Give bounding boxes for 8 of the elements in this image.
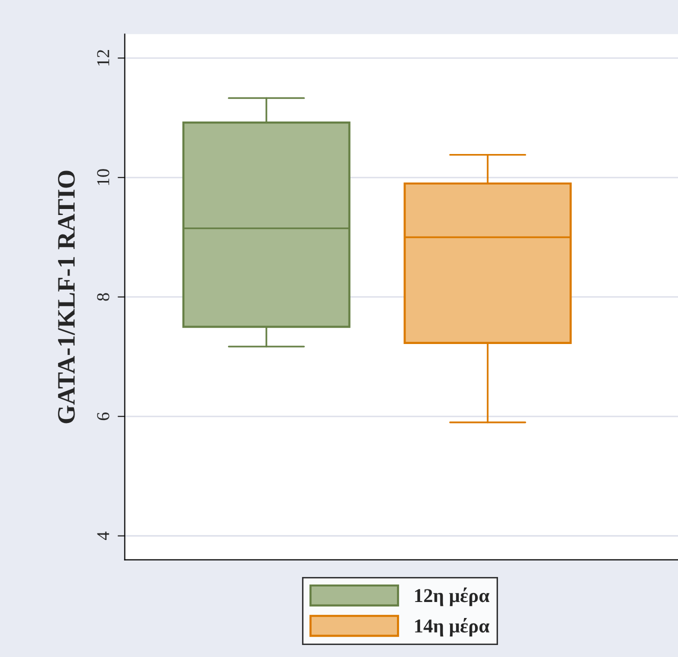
legend-label: 12η μέρα — [415, 588, 490, 606]
y-tick-label: 10 — [97, 169, 110, 185]
legend-label: 14η μέρα — [415, 618, 490, 637]
y-tick-label: 12 — [97, 50, 110, 66]
y-tick-label: 4 — [97, 532, 110, 540]
y-axis-title: GATA-1/KLF-1 RATIO — [58, 170, 75, 424]
y-tick-label: 8 — [97, 293, 110, 301]
y-tick-label: 6 — [97, 412, 110, 420]
